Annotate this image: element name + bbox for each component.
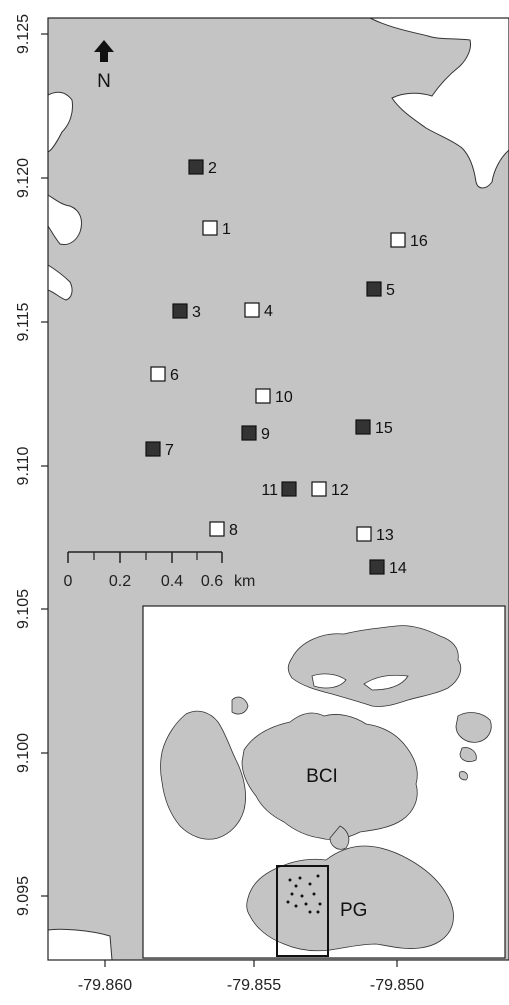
site-13: 13 (356, 526, 394, 544)
inset-map: BCI PG (142, 605, 506, 959)
site-marker (202, 220, 218, 236)
north-arrow: N (94, 40, 114, 92)
site-label: 9 (261, 426, 270, 443)
site-label: 13 (376, 527, 394, 544)
north-arrow-label: N (97, 71, 111, 92)
site-10: 10 (255, 388, 293, 406)
site-label: 14 (389, 560, 407, 577)
north-arrow-icon (94, 40, 114, 62)
scale-tick-2: 0.4 (161, 573, 183, 590)
inset-label-pg: PG (340, 900, 367, 921)
site-marker (244, 302, 260, 318)
site-label: 8 (229, 522, 238, 539)
x-tick-label: -79.850 (370, 977, 424, 994)
site-3: 3 (172, 303, 201, 321)
site-marker (366, 281, 382, 297)
site-marker (188, 159, 204, 175)
site-label: 7 (165, 442, 174, 459)
site-label: 12 (331, 482, 349, 499)
site-9: 9 (241, 425, 270, 443)
site-15: 15 (355, 419, 393, 437)
scale-tick-0: 0 (64, 573, 73, 590)
inset-islands (160, 625, 492, 952)
site-label: 10 (275, 389, 293, 406)
site-label: 15 (375, 420, 393, 437)
site-label: 5 (386, 282, 395, 299)
site-6: 6 (150, 366, 179, 384)
site-marker (356, 526, 372, 542)
site-label: 1 (222, 221, 231, 238)
site-marker (369, 559, 385, 575)
y-tick-group: 9.125 9.120 9.115 9.110 9.105 9.100 9.095 (15, 14, 48, 916)
inset-site-dots (286, 874, 322, 914)
y-tick-label: 9.110 (15, 446, 32, 485)
site-12: 12 (311, 481, 349, 499)
site-marker (311, 481, 327, 497)
inset-label-bci: BCI (306, 766, 338, 787)
site-8: 8 (209, 521, 238, 539)
scale-unit: km (234, 573, 255, 590)
site-marker (355, 419, 371, 435)
site-label: 2 (208, 160, 217, 177)
site-4: 4 (244, 302, 273, 320)
y-tick-label: 9.105 (15, 589, 32, 629)
x-tick-group: -79.860 -79.855 -79.850 (78, 960, 424, 994)
site-2: 2 (188, 159, 217, 177)
y-tick-label: 9.115 (15, 302, 32, 341)
inset-study-area-box (276, 865, 329, 957)
site-label: 3 (192, 304, 201, 321)
site-marker (145, 441, 161, 457)
scale-tick-1: 0.2 (109, 573, 131, 590)
site-16: 16 (390, 232, 428, 250)
water-bodies (47, 17, 509, 961)
site-7: 7 (145, 441, 174, 459)
y-tick-label: 9.125 (15, 14, 32, 54)
site-label: 6 (170, 367, 179, 384)
site-marker (209, 521, 225, 537)
site-marker (281, 481, 297, 497)
y-tick-label: 9.120 (15, 158, 32, 198)
y-tick-label: 9.095 (15, 876, 32, 916)
site-marker (172, 303, 188, 319)
site-label: 4 (264, 303, 273, 320)
x-tick-label: -79.860 (78, 977, 132, 994)
site-11: 11 (261, 481, 297, 499)
site-14: 14 (369, 559, 407, 577)
site-marker (255, 388, 271, 404)
y-tick-label: 9.100 (15, 733, 32, 773)
axes: -79.860 -79.855 -79.850 9.1259.1209.1159.1… (15, 14, 509, 994)
site-marker (241, 425, 257, 441)
site-marker (150, 366, 166, 382)
site-marker (390, 232, 406, 248)
site-label: 16 (410, 233, 428, 250)
scale-bar: 0 0.2 0.4 0.6 km (64, 551, 255, 590)
scale-tick-3: 0.6 (201, 573, 223, 590)
site-5: 5 (366, 281, 395, 299)
site-1: 1 (202, 220, 231, 238)
site-label: 11 (261, 482, 278, 499)
x-tick-label: -79.855 (227, 977, 281, 994)
